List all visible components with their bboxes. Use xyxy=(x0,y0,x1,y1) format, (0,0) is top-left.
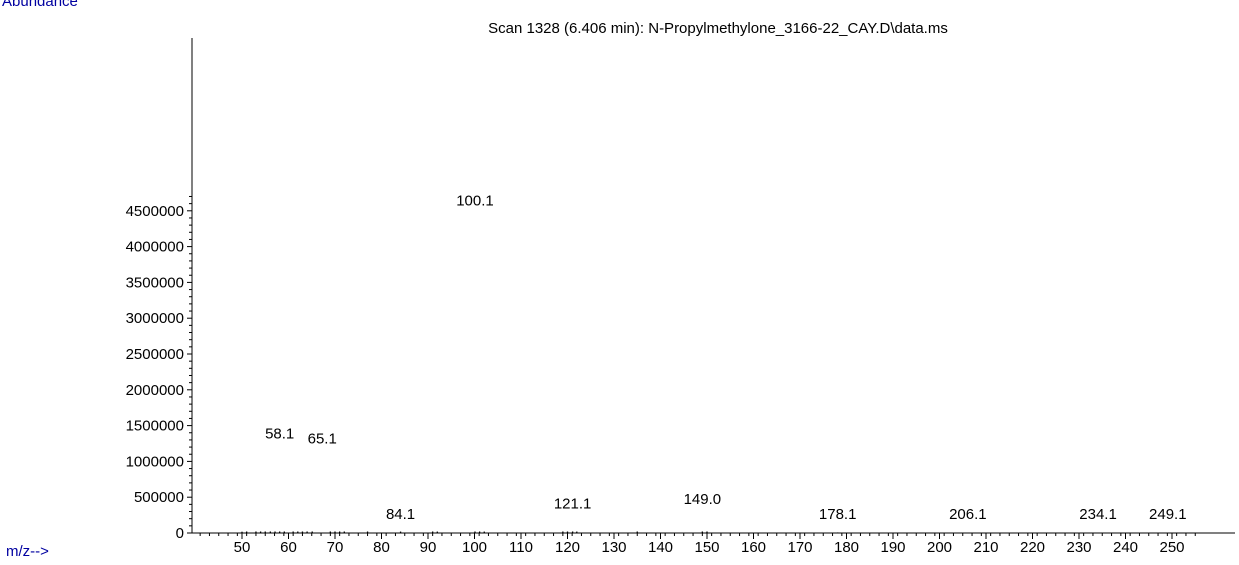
x-tick-label: 200 xyxy=(927,539,952,556)
x-tick-label: 80 xyxy=(373,539,390,556)
peak-label: 249.1 xyxy=(1149,506,1187,523)
y-tick-label: 3500000 xyxy=(126,274,184,291)
peak-series xyxy=(241,531,1169,533)
x-tick-label: 190 xyxy=(880,539,905,556)
x-tick-label: 130 xyxy=(601,539,626,556)
x-tick-label: 220 xyxy=(1020,539,1045,556)
peak-label: 84.1 xyxy=(386,506,415,523)
y-tick-label: 4500000 xyxy=(126,203,184,220)
x-tick-label: 170 xyxy=(787,539,812,556)
x-axis-title: m/z--> xyxy=(6,543,49,560)
y-tick-label: 3000000 xyxy=(126,310,184,327)
y-tick-label: 500000 xyxy=(134,489,184,506)
x-axis: 50 60 70 80 90 100 110 120 130 140 150 160 170 180 190… xyxy=(192,532,1235,556)
x-tick-label: 110 xyxy=(509,539,533,556)
peak-label: 58.1 xyxy=(265,425,294,442)
x-tick-label: 90 xyxy=(420,539,437,556)
peak-label: 234.1 xyxy=(1079,506,1117,523)
x-tick-label: 230 xyxy=(1066,539,1091,556)
x-tick-label: 240 xyxy=(1113,539,1138,556)
peak-label: 65.1 xyxy=(308,431,337,448)
peak-label: 178.1 xyxy=(819,506,857,523)
chart-title: Scan 1328 (6.406 min): N-Propylmethylone… xyxy=(488,20,948,37)
x-tick-label: 100 xyxy=(462,539,487,556)
x-tick-label: 150 xyxy=(694,539,719,556)
y-tick-label: 2000000 xyxy=(126,382,184,399)
peak-label-group: 58.1 65.1 84.1 100.1 121.1 149.0 178.1 206.1 234… xyxy=(265,192,1187,523)
x-tick-label: 120 xyxy=(555,539,580,556)
x-tick-label: 160 xyxy=(741,539,766,556)
y-tick-label: 0 xyxy=(176,525,184,542)
x-tick-label: 210 xyxy=(973,539,998,556)
peak-label: 121.1 xyxy=(554,496,592,513)
peak-label: 206.1 xyxy=(949,506,987,523)
y-tick-label: 1500000 xyxy=(126,418,184,435)
x-tick-label: 140 xyxy=(648,539,673,556)
y-tick-label: 4000000 xyxy=(126,239,184,256)
x-tick-label: 50 xyxy=(234,539,251,556)
y-axis: 0 500000 1000000 1500000 2000000 2500000 30000… xyxy=(126,38,193,542)
peak-label: 149.0 xyxy=(684,491,722,508)
peak-label: 100.1 xyxy=(456,192,494,209)
y-tick-label: 2500000 xyxy=(126,346,184,363)
y-axis-title: Abundance xyxy=(2,0,78,10)
x-tick-label: 180 xyxy=(834,539,859,556)
x-tick-label: 250 xyxy=(1159,539,1184,556)
x-tick-label: 70 xyxy=(327,539,344,556)
x-tick-label: 60 xyxy=(280,539,297,556)
y-tick-label: 1000000 xyxy=(126,453,184,470)
